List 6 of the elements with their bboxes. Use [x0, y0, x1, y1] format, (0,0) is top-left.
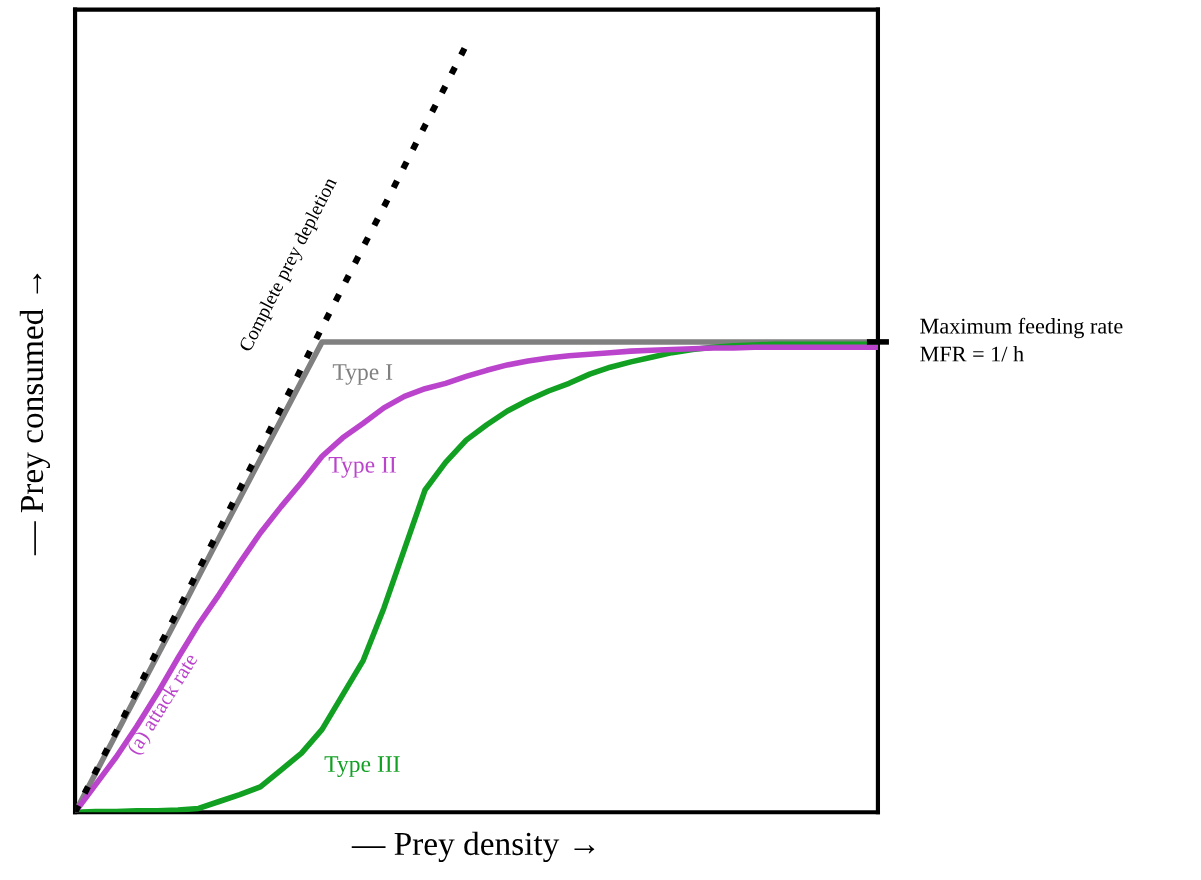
- text: Maximum feeding rate MFR = 1/ h: [920, 317, 1123, 362]
- y-axis-title: — Prey consumed →: [19, 273, 51, 556]
- series-label: Type II: [328, 457, 396, 478]
- series-label: Type I: [332, 364, 393, 385]
- series-label: Type III: [324, 756, 400, 777]
- x-axis-title: — Prey density →: [351, 831, 595, 863]
